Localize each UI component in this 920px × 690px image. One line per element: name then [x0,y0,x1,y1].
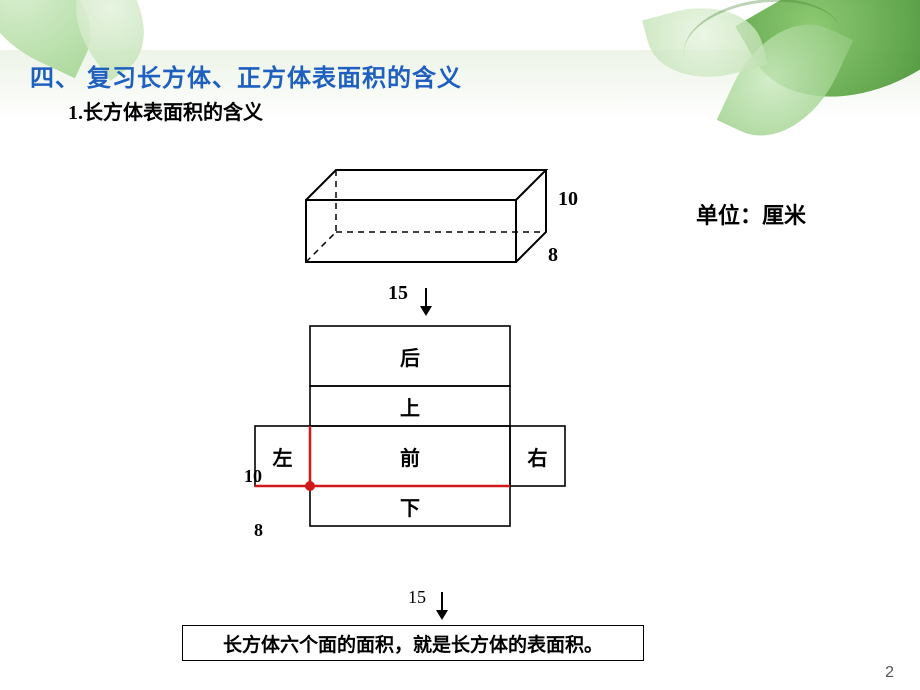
net-face-bottom: 下 [310,486,510,526]
cuboid-dim-height: 10 [558,188,578,211]
arrow-down-icon [416,286,436,321]
net-dim-length: 15 [408,587,426,608]
cuboid-dim-width: 8 [548,244,558,267]
cuboid-net-diagram: 后 上 左 前 右 下 [200,320,630,580]
net-face-back: 后 [310,326,510,386]
sub-heading: 1.长方体表面积的含义 [68,96,263,125]
net-dim-height: 10 [244,466,262,487]
arrow-down-icon [432,590,452,625]
page-number: 2 [885,664,894,682]
net-dim-width: 8 [254,520,263,541]
net-face-left: 左 [255,426,310,486]
unit-label: 单位：厘米 [696,198,806,230]
cuboid-diagram [298,160,558,275]
net-face-right: 右 [510,426,565,486]
cuboid-dim-length: 15 [388,282,408,305]
section-heading: 四、 复习长方体、正方体表面积的含义 [30,58,462,93]
net-face-front: 前 [310,426,510,486]
net-face-top: 上 [310,386,510,426]
conclusion-text: 长方体六个面的面积，就是长方体的表面积。 [182,625,644,661]
